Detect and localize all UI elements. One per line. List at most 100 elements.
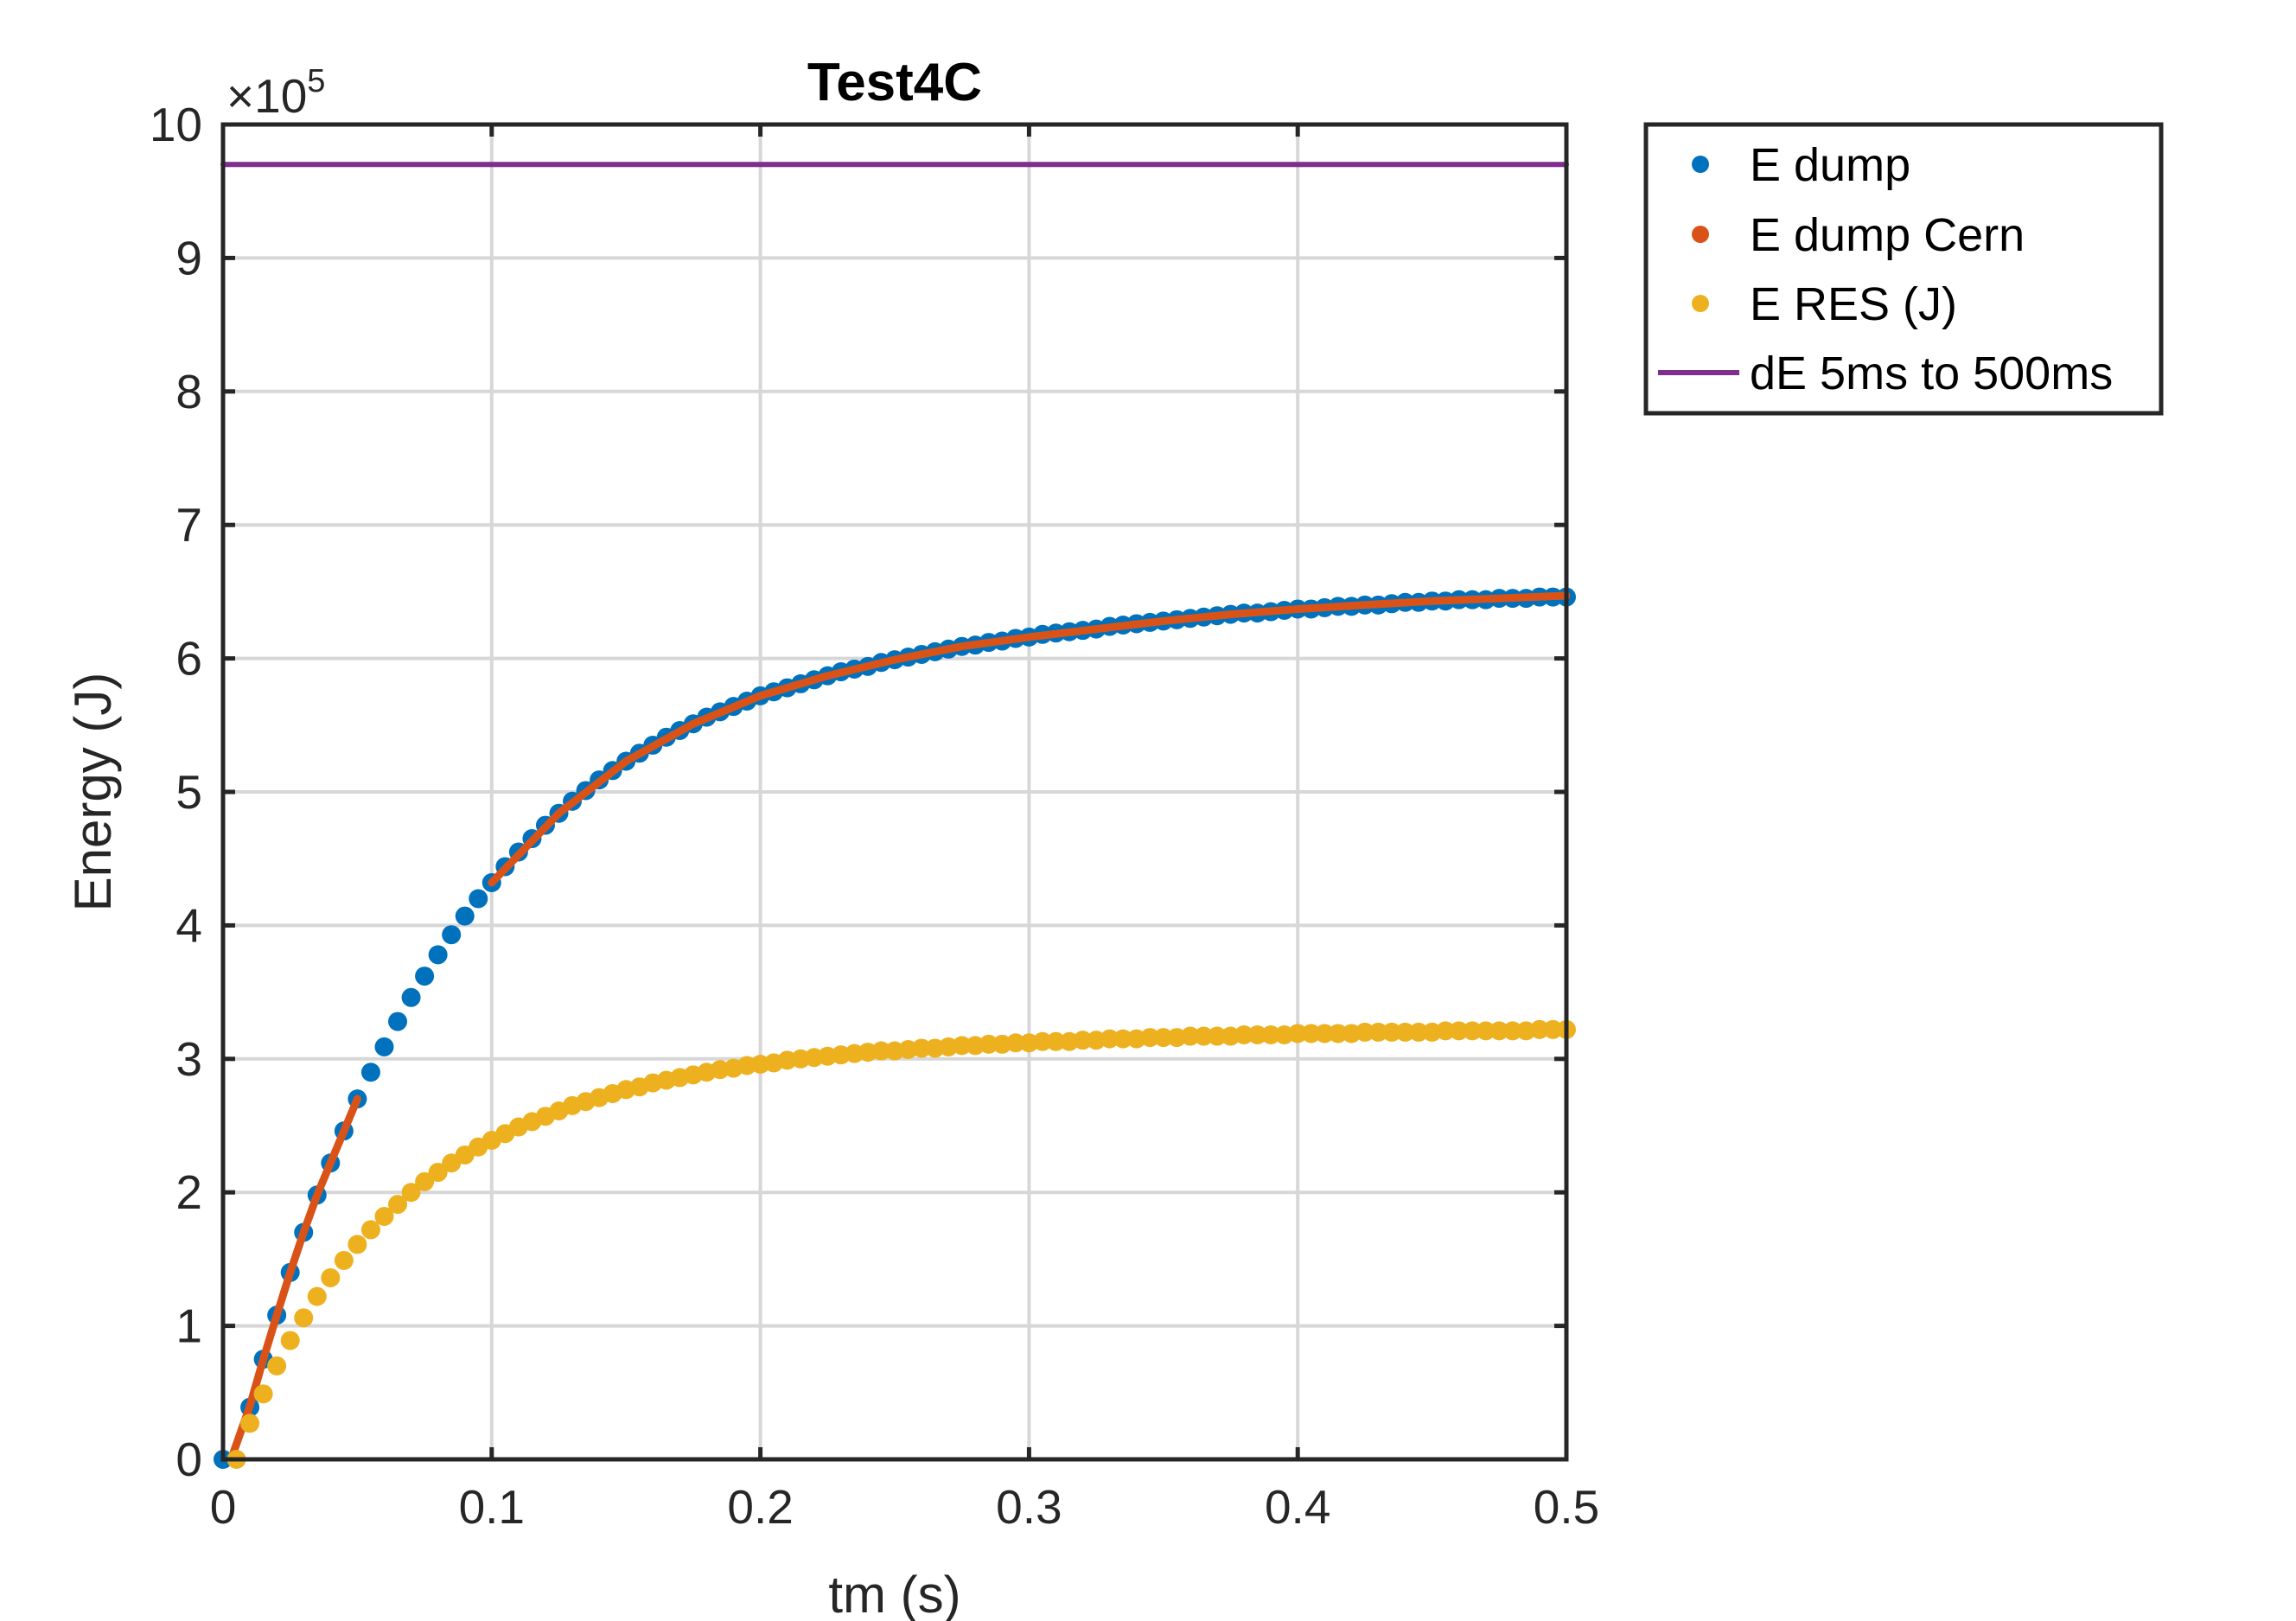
data-point (388, 1195, 408, 1215)
data-point (428, 945, 448, 965)
data-point (348, 1235, 367, 1254)
data-point (267, 1356, 287, 1375)
legend-box (1643, 122, 2164, 416)
data-point (360, 1063, 380, 1082)
data-point (388, 1012, 408, 1031)
data-point (1476, 1021, 1496, 1041)
y-tick-label: 1 (175, 1299, 202, 1353)
tick-labels: 0 0.1 0.2 0.3 0.4 0.5 0 1 2 3 4 5 6 7 8 9 10 (150, 98, 1599, 1534)
data-point (1234, 1025, 1254, 1045)
series-line-segment (488, 591, 1571, 887)
y-tick-label: 2 (175, 1165, 202, 1219)
data-point (1046, 1031, 1066, 1051)
data-point (415, 1171, 435, 1191)
axes (220, 122, 1569, 1462)
y-tick-label: 9 (175, 231, 202, 284)
chart-title: Test4C (807, 53, 982, 112)
data-point (1301, 1024, 1321, 1043)
data-point (1489, 1021, 1509, 1041)
y-tick-label: 6 (175, 632, 202, 686)
y-tick-label: 0 (175, 1433, 202, 1486)
data-point (428, 1163, 448, 1183)
data-point (253, 1384, 273, 1404)
data-point (415, 967, 435, 986)
data-point (1247, 1025, 1267, 1045)
data-point (979, 1034, 998, 1054)
data-point (1409, 1022, 1429, 1042)
y-exponent-label: ×105 (226, 63, 325, 123)
data-point (442, 925, 462, 945)
y-tick-label: 10 (150, 98, 202, 151)
data-point (1355, 1022, 1374, 1042)
data-point (469, 889, 488, 909)
legend-item: dE 5ms to 500ms (1658, 348, 2113, 399)
x-axis-label: tm (s) (828, 1566, 960, 1621)
data-point (1368, 1022, 1388, 1042)
x-tick-label: 0.4 (1265, 1480, 1330, 1534)
data-point (307, 1286, 327, 1306)
x-tick-label: 0.1 (459, 1480, 525, 1534)
data-point (1153, 1028, 1173, 1048)
y-tick-label: 4 (175, 898, 202, 952)
data-point (952, 1036, 972, 1056)
data-point (1100, 1029, 1119, 1049)
data-point (1207, 1026, 1227, 1046)
data-point (401, 1183, 421, 1203)
y-tick-label: 7 (175, 498, 202, 552)
x-tick-label: 0 (210, 1480, 237, 1534)
y-tick-label: 3 (175, 1032, 202, 1086)
data-point (1449, 1021, 1469, 1041)
data-point (374, 1037, 394, 1056)
series-line (226, 1094, 361, 1464)
data-point (1502, 1021, 1522, 1041)
data-point (912, 1038, 932, 1058)
data-point (1315, 1024, 1335, 1043)
legend-item: E dump Cern (1692, 209, 2025, 261)
data-point (1032, 1031, 1052, 1051)
data-point (374, 1206, 394, 1226)
data-point (1113, 1029, 1133, 1049)
series-layer (214, 162, 1576, 1469)
y-exponent-prefix: ×10 (226, 69, 307, 123)
data-point (1005, 1033, 1025, 1053)
x-tick-label: 0.5 (1534, 1480, 1599, 1534)
legend-item: E dump (1692, 139, 1910, 191)
data-point (1140, 1028, 1160, 1048)
data-point (1073, 1031, 1093, 1050)
data-point (1288, 1024, 1308, 1043)
data-point (455, 906, 475, 926)
x-tick-label: 0.3 (996, 1480, 1062, 1534)
data-point (1194, 1026, 1214, 1046)
data-point (1395, 1022, 1415, 1042)
data-point (321, 1268, 341, 1288)
series-1 (226, 591, 1571, 1464)
data-point (401, 987, 421, 1007)
data-point (1381, 1022, 1401, 1042)
legend-marker (1692, 226, 1709, 243)
data-point (360, 1220, 380, 1240)
legend-marker (1692, 295, 1709, 312)
data-point (280, 1331, 300, 1350)
legend-label: E dump (1750, 139, 1910, 191)
y-axis-label: Energy (J) (64, 673, 122, 912)
legend-label: E RES (J) (1750, 278, 1957, 330)
data-point (1543, 1019, 1563, 1039)
data-point (871, 1041, 891, 1061)
y-exponent-power: 5 (307, 63, 325, 99)
data-point (1529, 1019, 1549, 1039)
legend-label: dE 5ms to 500ms (1750, 348, 2113, 399)
data-point (1261, 1025, 1281, 1045)
legend-marker (1692, 156, 1709, 173)
legend-label: E dump Cern (1750, 209, 2025, 261)
data-point (334, 1250, 354, 1270)
data-point (1463, 1021, 1483, 1041)
data-point (1180, 1026, 1200, 1046)
data-point (1328, 1024, 1348, 1043)
y-tick-label: 5 (175, 765, 202, 819)
data-point (1436, 1021, 1456, 1041)
legend: E dump E dump Cern E RES (J) dE 5ms to 500m… (1643, 122, 2164, 416)
x-tick-label: 0.2 (727, 1480, 793, 1534)
data-point (240, 1414, 260, 1433)
data-point (294, 1308, 314, 1328)
